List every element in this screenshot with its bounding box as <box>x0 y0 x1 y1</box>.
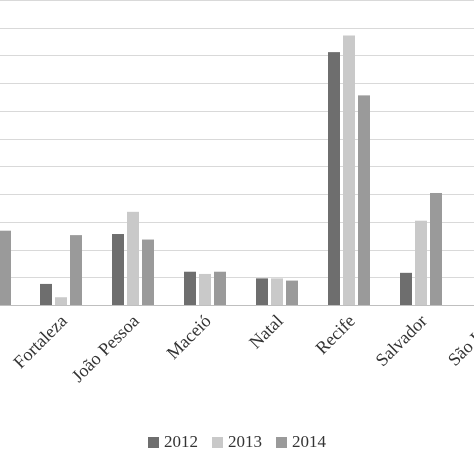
x-tick-label: Natal <box>245 311 287 353</box>
bar-2012-6 <box>400 272 412 305</box>
x-tick-label: Recife <box>311 311 358 358</box>
bar-2013-6 <box>415 220 427 305</box>
legend-label: 2012 <box>164 432 198 451</box>
bar-2013-5 <box>343 35 355 306</box>
bar-2014-4 <box>286 280 298 305</box>
bar-2013-4 <box>271 278 283 305</box>
bar-2014-3 <box>214 271 226 305</box>
bar-2013-2 <box>127 211 139 305</box>
x-tick-label: Maceió <box>163 311 215 363</box>
bar-2012-4 <box>256 278 268 305</box>
bar-2013-1 <box>55 297 67 305</box>
x-tick-label: Fortaleza <box>9 311 71 373</box>
legend-label: 2014 <box>292 432 326 451</box>
bar-partial <box>0 230 11 305</box>
legend-label: 2013 <box>228 432 262 451</box>
legend-item-2014: 2014 <box>276 432 326 452</box>
bar-2012-5 <box>328 52 340 305</box>
bar-2012-3 <box>184 271 196 305</box>
bar-2014-6 <box>430 192 442 305</box>
x-tick-label: Salvador <box>371 311 430 370</box>
bar-2014-5 <box>358 95 370 305</box>
legend-swatch-2013 <box>212 436 223 448</box>
legend-item-2012: 2012 <box>148 432 198 452</box>
x-tick-label: São Luís <box>444 311 474 370</box>
bar-2014-2 <box>142 239 154 305</box>
legend: 2012 2013 2014 <box>0 430 474 454</box>
x-tick-label: João Pessoa <box>68 311 143 386</box>
legend-swatch-2014 <box>276 436 287 448</box>
legend-item-2013: 2013 <box>212 432 262 452</box>
bar-2012-1 <box>40 283 52 305</box>
bar-2012-2 <box>112 234 124 305</box>
legend-swatch-2012 <box>148 436 159 448</box>
bar-2014-1 <box>70 235 82 305</box>
bar-2013-3 <box>199 273 211 305</box>
